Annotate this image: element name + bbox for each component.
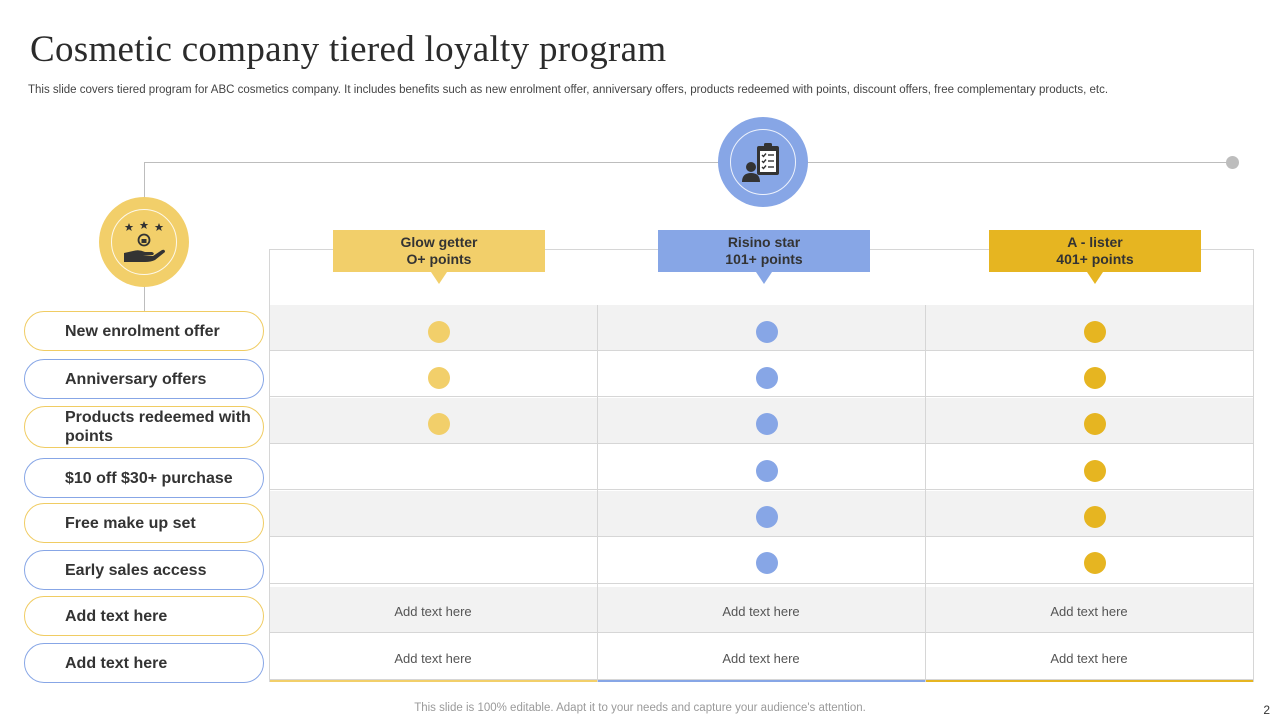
page-title: Cosmetic company tiered loyalty program xyxy=(30,29,667,70)
tier-points: 401+ points xyxy=(1056,251,1134,267)
benefit-label-early-sales-access: Early sales access xyxy=(24,550,264,590)
tier-points: 101+ points xyxy=(725,251,803,267)
tier-benefit-dot xyxy=(1084,321,1106,343)
tier-header-risino-star: Risino star 101+ points xyxy=(658,230,870,284)
tier-name: A - lister xyxy=(1067,234,1123,250)
tier-benefit-dot xyxy=(756,552,778,574)
table-row xyxy=(270,351,1253,397)
benefit-label-anniversary-offers: Anniversary offers xyxy=(24,359,264,399)
hand-stars-icon xyxy=(124,221,165,262)
clipboard-person-icon xyxy=(742,143,779,182)
tier-benefit-dot xyxy=(1084,552,1106,574)
tier-benefit-dot xyxy=(428,413,450,435)
tier-benefit-dot xyxy=(1084,413,1106,435)
column-underline xyxy=(270,680,597,682)
tier-benefit-dot xyxy=(756,460,778,482)
table-cell-text: Add text here xyxy=(722,651,800,666)
tier-benefit-dot xyxy=(1084,460,1106,482)
footer-note: This slide is 100% editable. Adapt it to… xyxy=(414,702,866,714)
benefit-label-discount-offer: $10 off $30+ purchase xyxy=(24,458,264,498)
tier-header-a-lister: A - lister 401+ points xyxy=(989,230,1201,284)
table-cell-text: Add text here xyxy=(394,651,472,666)
table-cell-text: Add text here xyxy=(1050,651,1128,666)
tier-header-glow-getter: Glow getter O+ points xyxy=(333,230,545,284)
column-underline xyxy=(598,680,925,682)
benefit-label-products-redeemed: Products redeemed with points xyxy=(24,406,264,448)
table-cell-text: Add text here xyxy=(1050,604,1128,619)
column-divider xyxy=(597,305,598,681)
program-icon-circle xyxy=(718,117,808,207)
table-row xyxy=(270,444,1253,490)
tier-benefit-dot xyxy=(1084,506,1106,528)
page-number: 2 xyxy=(1263,703,1270,717)
benefit-label-new-enrolment-offer: New enrolment offer xyxy=(24,311,264,351)
table-row xyxy=(270,587,1253,633)
tier-benefit-dot xyxy=(428,321,450,343)
column-underline xyxy=(926,680,1253,682)
table-row xyxy=(270,538,1253,584)
connector-end-dot xyxy=(1226,156,1239,169)
table-cell-text: Add text here xyxy=(394,604,472,619)
tier-benefit-dot xyxy=(756,367,778,389)
tier-benefit-dot xyxy=(756,321,778,343)
table-row xyxy=(270,634,1253,680)
tier-benefit-dot xyxy=(756,506,778,528)
column-divider xyxy=(925,305,926,681)
benefits-icon-circle xyxy=(99,197,189,287)
connector-line-top xyxy=(144,162,1232,163)
benefit-label-free-make-up-set: Free make up set xyxy=(24,503,264,543)
tier-benefit-dot xyxy=(756,413,778,435)
benefit-label-add-text: Add text here xyxy=(24,596,264,636)
page-subtitle: This slide covers tiered program for ABC… xyxy=(28,84,1109,96)
tier-points: O+ points xyxy=(406,251,472,267)
tier-benefit-dot xyxy=(428,367,450,389)
benefit-label-add-text: Add text here xyxy=(24,643,264,683)
tier-name: Glow getter xyxy=(400,234,478,250)
tier-name: Risino star xyxy=(727,234,801,250)
tier-benefit-dot xyxy=(1084,367,1106,389)
table-cell-text: Add text here xyxy=(722,604,800,619)
